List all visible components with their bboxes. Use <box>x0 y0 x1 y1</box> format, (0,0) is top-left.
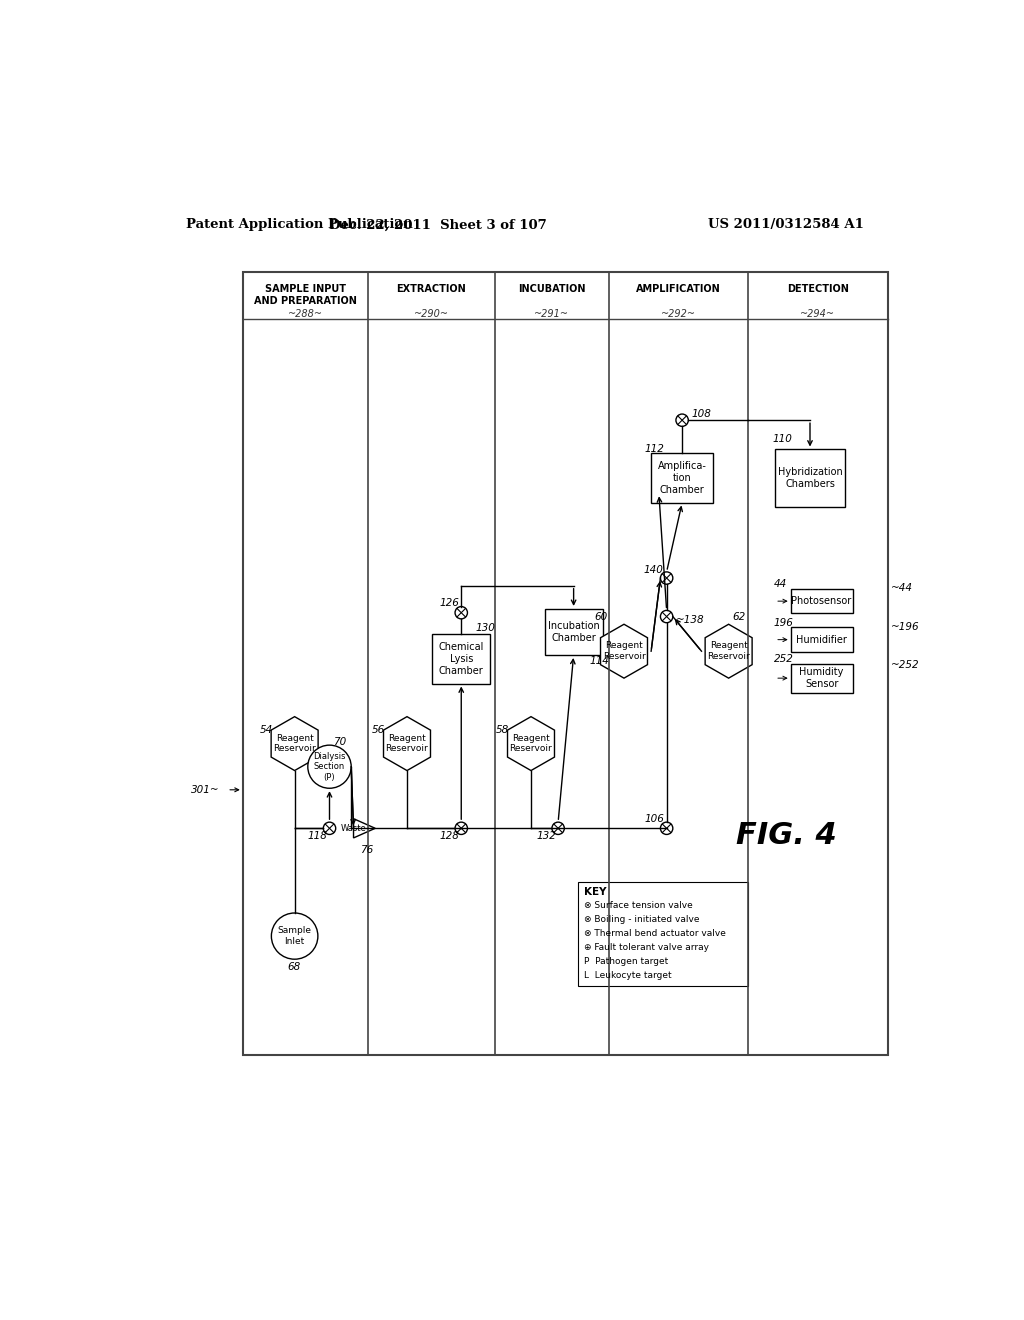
Polygon shape <box>508 717 554 771</box>
Text: FIG. 4: FIG. 4 <box>736 821 838 850</box>
FancyBboxPatch shape <box>432 634 490 684</box>
Text: L  Leukocyte target: L Leukocyte target <box>584 970 672 979</box>
Text: ~288~: ~288~ <box>288 309 323 319</box>
Text: ~252: ~252 <box>891 660 920 671</box>
Circle shape <box>660 822 673 834</box>
FancyBboxPatch shape <box>791 664 853 693</box>
Text: 128: 128 <box>439 832 460 841</box>
Text: Hybridization
Chambers: Hybridization Chambers <box>777 467 843 488</box>
Text: 126: 126 <box>439 598 460 609</box>
FancyBboxPatch shape <box>775 449 845 507</box>
Text: US 2011/0312584 A1: US 2011/0312584 A1 <box>709 218 864 231</box>
Circle shape <box>324 822 336 834</box>
Text: 114: 114 <box>589 656 609 667</box>
Text: Dec. 22, 2011  Sheet 3 of 107: Dec. 22, 2011 Sheet 3 of 107 <box>329 218 547 231</box>
Text: DETECTION: DETECTION <box>786 284 849 294</box>
Text: 252: 252 <box>773 653 794 664</box>
Text: ~290~: ~290~ <box>414 309 449 319</box>
Text: Chemical
Lysis
Chamber: Chemical Lysis Chamber <box>438 643 484 676</box>
Text: Amplifica-
tion
Chamber: Amplifica- tion Chamber <box>657 462 707 495</box>
Polygon shape <box>600 624 647 678</box>
Text: 60: 60 <box>595 611 608 622</box>
Text: ~196: ~196 <box>891 622 920 631</box>
Circle shape <box>271 913 317 960</box>
FancyBboxPatch shape <box>791 627 853 652</box>
Text: Reagent
Reservoir: Reagent Reservoir <box>708 642 750 661</box>
Text: Humidifier: Humidifier <box>797 635 847 644</box>
Text: Dialysis
Section
(P): Dialysis Section (P) <box>313 752 346 781</box>
Text: ⊗ Boiling - initiated valve: ⊗ Boiling - initiated valve <box>584 915 699 924</box>
Text: 108: 108 <box>691 409 712 418</box>
Polygon shape <box>353 818 375 838</box>
Text: Reagent
Reservoir: Reagent Reservoir <box>273 734 316 754</box>
Polygon shape <box>271 717 318 771</box>
Text: 68: 68 <box>287 962 300 972</box>
Text: ~292~: ~292~ <box>660 309 695 319</box>
Text: Reagent
Reservoir: Reagent Reservoir <box>510 734 552 754</box>
Text: Incubation
Chamber: Incubation Chamber <box>548 622 599 643</box>
Text: Sample
Inlet: Sample Inlet <box>278 927 311 946</box>
Text: 54: 54 <box>260 725 273 735</box>
Text: ⊕ Fault tolerant valve array: ⊕ Fault tolerant valve array <box>584 942 709 952</box>
Text: Photosensor: Photosensor <box>792 597 852 606</box>
Text: 130: 130 <box>475 623 495 634</box>
Circle shape <box>660 572 673 585</box>
Text: 70: 70 <box>334 737 347 747</box>
Text: 196: 196 <box>773 618 794 628</box>
Circle shape <box>308 744 351 788</box>
Text: Patent Application Publication: Patent Application Publication <box>186 218 413 231</box>
Text: Waste: Waste <box>341 824 367 833</box>
Text: 132: 132 <box>537 832 556 841</box>
Circle shape <box>660 610 673 623</box>
Text: P  Pathogen target: P Pathogen target <box>584 957 668 966</box>
Text: 56: 56 <box>372 725 385 735</box>
Text: KEY: KEY <box>584 887 606 896</box>
Text: ~138: ~138 <box>676 615 705 626</box>
Text: 106: 106 <box>645 814 665 824</box>
Text: Humidity
Sensor: Humidity Sensor <box>800 668 844 689</box>
Polygon shape <box>384 717 430 771</box>
Text: Reagent
Reservoir: Reagent Reservoir <box>386 734 428 754</box>
Bar <box>243 272 888 1056</box>
Bar <box>578 882 748 986</box>
Text: INCUBATION: INCUBATION <box>518 284 586 294</box>
Text: 118: 118 <box>308 832 328 841</box>
Text: ~294~: ~294~ <box>800 309 836 319</box>
Circle shape <box>676 414 688 426</box>
Text: 301~: 301~ <box>190 785 219 795</box>
Text: ~44: ~44 <box>891 583 913 593</box>
Text: 76: 76 <box>360 845 374 855</box>
Polygon shape <box>706 624 752 678</box>
Text: AMPLIFICATION: AMPLIFICATION <box>636 284 721 294</box>
Circle shape <box>552 822 564 834</box>
Text: 110: 110 <box>773 434 793 445</box>
Text: ⊗ Thermal bend actuator valve: ⊗ Thermal bend actuator valve <box>584 929 726 939</box>
FancyBboxPatch shape <box>651 453 713 503</box>
Text: ⊗ Surface tension valve: ⊗ Surface tension valve <box>584 902 692 911</box>
Text: 140: 140 <box>643 565 664 576</box>
Text: 44: 44 <box>773 579 786 589</box>
Circle shape <box>455 822 467 834</box>
Text: Reagent
Reservoir: Reagent Reservoir <box>603 642 645 661</box>
FancyBboxPatch shape <box>545 609 603 655</box>
FancyBboxPatch shape <box>791 589 853 614</box>
Text: EXTRACTION: EXTRACTION <box>396 284 466 294</box>
Text: ~291~: ~291~ <box>535 309 569 319</box>
Circle shape <box>455 607 467 619</box>
Text: SAMPLE INPUT
AND PREPARATION: SAMPLE INPUT AND PREPARATION <box>254 284 357 305</box>
Text: 58: 58 <box>496 725 509 735</box>
Text: 112: 112 <box>645 444 665 454</box>
Text: 62: 62 <box>732 611 745 622</box>
